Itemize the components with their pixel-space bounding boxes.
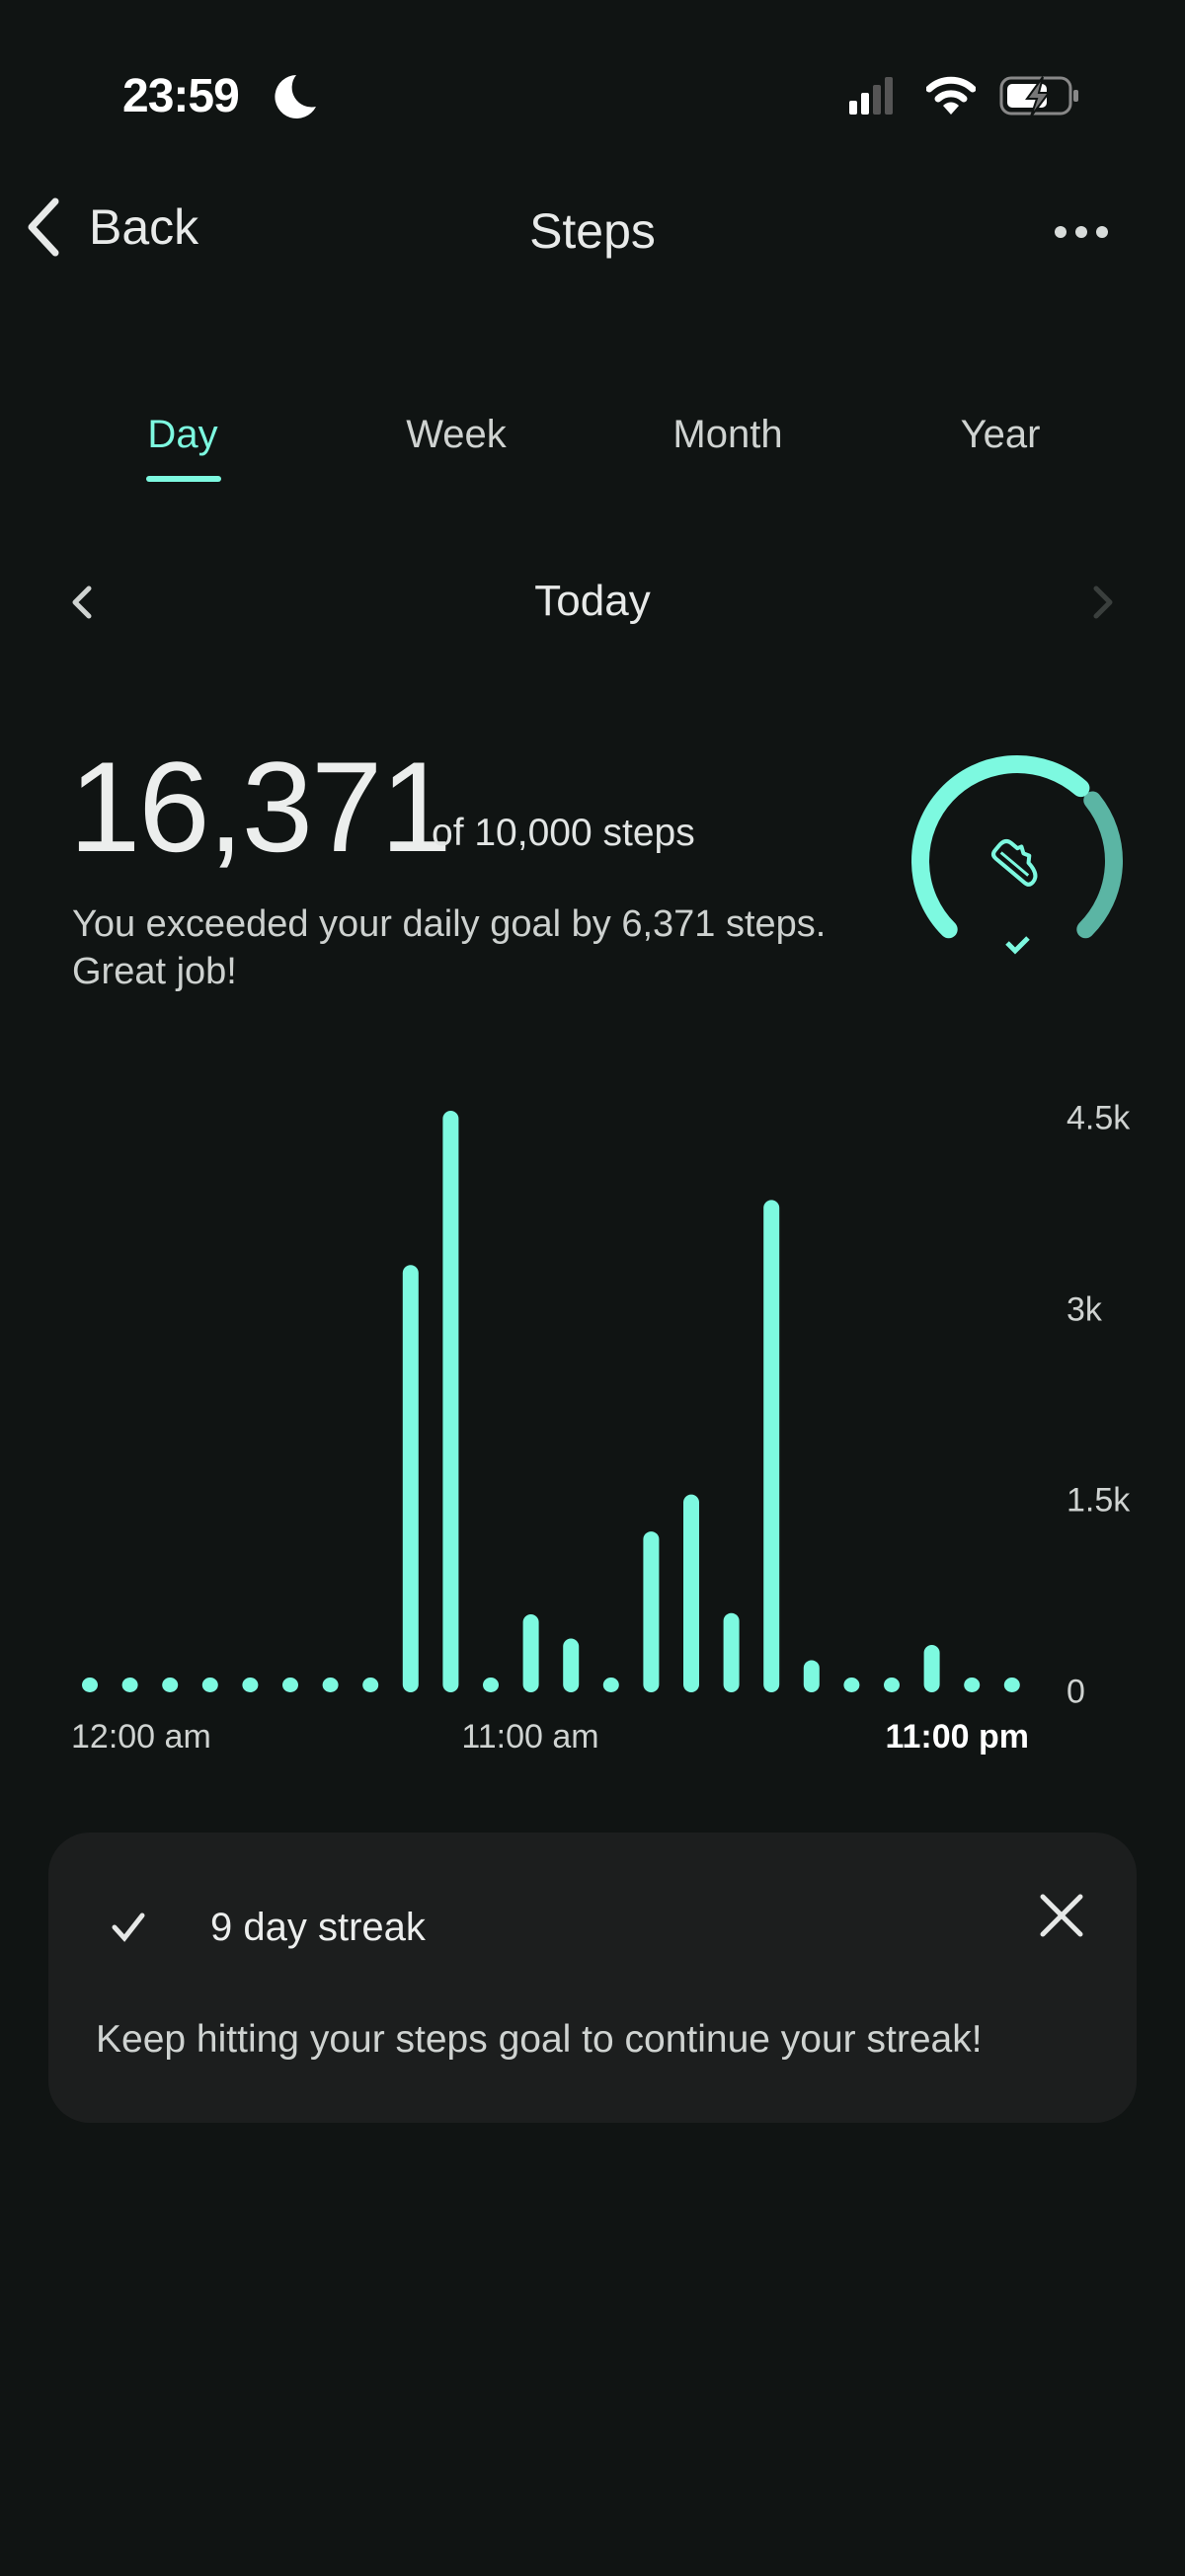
moon-icon xyxy=(275,75,316,118)
bar-hour-22[interactable] xyxy=(964,1678,981,1692)
y-tick-label: 4.5k xyxy=(1066,1099,1131,1137)
x-tick-label: 11:00 am xyxy=(461,1718,599,1756)
bar-hour-10[interactable] xyxy=(483,1678,499,1692)
more-options-button[interactable] xyxy=(1047,212,1116,252)
date-label: Today xyxy=(534,577,651,625)
x-tick-label: 12:00 am xyxy=(71,1718,211,1756)
x-tick-label: 11:00 pm xyxy=(885,1718,1029,1756)
bar-hour-13[interactable] xyxy=(602,1678,619,1692)
shoe-icon xyxy=(991,839,1038,887)
battery-charging-icon xyxy=(999,76,1078,117)
bar-hour-1[interactable] xyxy=(121,1678,138,1692)
status-time: 23:59 xyxy=(122,70,240,122)
bar-hour-23[interactable] xyxy=(1003,1678,1020,1692)
tab-day[interactable]: Day xyxy=(147,413,218,456)
more-dot xyxy=(1075,226,1087,238)
tab-month[interactable]: Month xyxy=(672,413,783,456)
bar-hour-19[interactable] xyxy=(843,1678,860,1692)
steps-goal: of 10,000 steps xyxy=(432,812,695,854)
steps-count: 16,371 xyxy=(69,735,452,879)
tab-week[interactable]: Week xyxy=(406,413,507,456)
bar-hour-17[interactable] xyxy=(763,1200,780,1692)
bar-hour-5[interactable] xyxy=(282,1678,298,1692)
bar-hour-14[interactable] xyxy=(643,1531,660,1692)
back-button[interactable]: Back xyxy=(24,197,198,257)
y-tick-label: 3k xyxy=(1066,1290,1102,1329)
bar-hour-20[interactable] xyxy=(884,1678,900,1692)
bar-hour-0[interactable] xyxy=(82,1678,98,1692)
wifi-icon xyxy=(926,76,976,115)
check-icon xyxy=(112,1912,145,1942)
bar-hour-18[interactable] xyxy=(803,1660,820,1692)
tab-year[interactable]: Year xyxy=(960,413,1041,456)
ring-progress xyxy=(911,755,1090,939)
more-dot xyxy=(1096,226,1108,238)
bar-hour-3[interactable] xyxy=(201,1678,218,1692)
page-title: Steps xyxy=(529,203,656,259)
close-streak-button[interactable] xyxy=(1037,1891,1086,1940)
more-horizontal-icon xyxy=(1055,226,1066,238)
ring-remaining xyxy=(1076,791,1123,939)
streak-card xyxy=(48,1833,1137,2123)
bar-hour-8[interactable] xyxy=(402,1265,419,1692)
bar-hour-4[interactable] xyxy=(242,1678,259,1692)
bar-hour-21[interactable] xyxy=(923,1644,940,1692)
back-label: Back xyxy=(89,199,199,255)
bar-hour-15[interactable] xyxy=(683,1494,699,1692)
bar-hour-16[interactable] xyxy=(723,1612,740,1692)
bar-hour-7[interactable] xyxy=(362,1678,379,1692)
previous-day-button[interactable] xyxy=(67,583,97,622)
y-tick-label: 1.5k xyxy=(1066,1481,1131,1520)
goal-check-icon xyxy=(1005,936,1030,955)
chevron-left-icon xyxy=(28,197,59,257)
progress-ring xyxy=(911,755,1123,955)
next-day-button[interactable] xyxy=(1088,583,1118,622)
streak-message: Keep hitting your steps goal to continue… xyxy=(96,2018,983,2061)
bar-hour-6[interactable] xyxy=(322,1678,339,1692)
bar-hour-11[interactable] xyxy=(522,1613,539,1692)
streak-title: 9 day streak xyxy=(210,1906,426,1949)
active-tab-indicator xyxy=(146,476,221,482)
y-tick-label: 0 xyxy=(1066,1673,1085,1711)
steps-bar-chart xyxy=(82,1111,1020,1692)
bar-hour-12[interactable] xyxy=(563,1638,580,1692)
signal-icon xyxy=(849,77,893,115)
bar-hour-2[interactable] xyxy=(162,1678,179,1692)
bar-hour-9[interactable] xyxy=(442,1111,459,1692)
goal-message: You exceeded your daily goal by 6,371 st… xyxy=(72,903,827,992)
